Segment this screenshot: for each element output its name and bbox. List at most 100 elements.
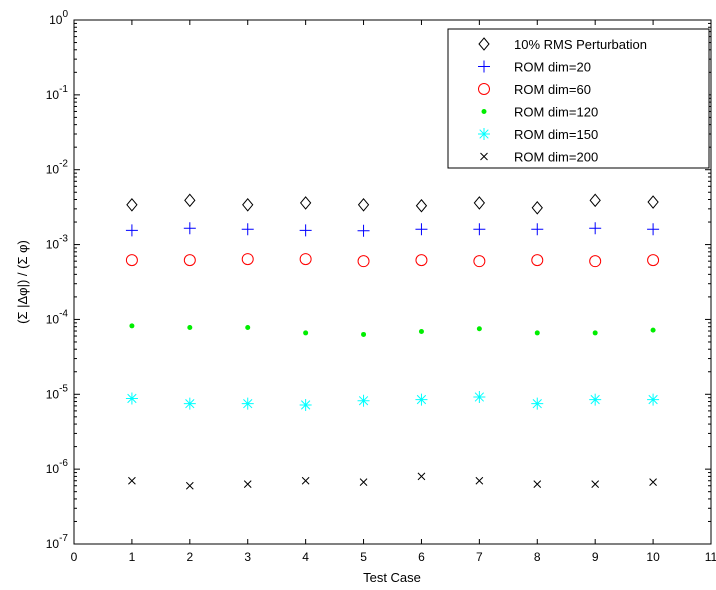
data-point <box>126 198 138 212</box>
legend: 10% RMS Perturbation ROM dim=20 ROM dim=60… <box>447 28 710 169</box>
y-tick-label: 10-7 <box>46 533 69 551</box>
y-tick-label: 10-4 <box>46 308 69 326</box>
x-tick-label: 2 <box>186 550 193 564</box>
data-point <box>242 198 254 212</box>
data-point <box>299 253 312 266</box>
data-point <box>183 222 196 235</box>
data-point <box>533 480 542 489</box>
data-point <box>418 328 424 334</box>
data-point <box>245 325 251 331</box>
legend-marker <box>478 37 490 51</box>
data-point <box>589 255 602 268</box>
legend-marker <box>478 128 490 140</box>
data-point <box>647 254 660 267</box>
x-tick-label: 5 <box>360 550 367 564</box>
data-point <box>589 193 601 208</box>
legend-label: ROM dim=120 <box>514 105 598 120</box>
data-point <box>473 390 486 403</box>
data-point <box>187 325 193 331</box>
data-point <box>361 331 367 337</box>
x-tick-label: 9 <box>592 550 599 564</box>
series-3 <box>129 323 656 337</box>
data-point <box>243 480 252 489</box>
data-point <box>359 478 368 487</box>
data-point <box>592 330 598 336</box>
data-point <box>303 330 309 336</box>
data-point <box>415 223 428 236</box>
legend-box <box>447 28 710 169</box>
x-tick-label: 1 <box>129 550 136 564</box>
data-point <box>531 223 544 236</box>
x-tick-label: 4 <box>302 550 309 564</box>
data-point <box>125 224 138 237</box>
legend-label: ROM dim=200 <box>514 150 598 165</box>
y-tick-label: 10-3 <box>46 234 69 252</box>
data-point <box>591 480 600 489</box>
data-point <box>589 393 602 406</box>
x-tick-label: 0 <box>71 550 78 564</box>
x-tick-label: 8 <box>534 550 541 564</box>
data-point <box>241 253 254 266</box>
data-point <box>415 254 428 267</box>
data-point <box>241 223 254 236</box>
data-point <box>647 393 660 406</box>
series-4 <box>125 390 660 411</box>
data-point <box>183 397 196 410</box>
legend-marker <box>478 83 490 95</box>
legend-label: 10% RMS Perturbation <box>514 37 647 52</box>
y-tick-label: 10-5 <box>46 383 69 401</box>
data-point <box>476 326 482 332</box>
series-0 <box>126 193 659 215</box>
data-point <box>128 476 136 485</box>
data-point <box>649 478 657 487</box>
data-point <box>647 195 659 209</box>
y-tick-label: 10-1 <box>46 84 69 102</box>
data-points <box>125 193 660 490</box>
data-point <box>241 397 254 410</box>
data-point <box>299 196 312 210</box>
legend-label: ROM dim=150 <box>514 127 598 142</box>
data-point <box>647 223 660 236</box>
data-point <box>531 254 544 267</box>
data-point <box>183 254 196 267</box>
y-tick-label: 10-2 <box>46 159 69 177</box>
series-2 <box>125 253 660 268</box>
data-point <box>473 196 486 210</box>
x-axis-title: Test Case <box>363 570 421 585</box>
data-point <box>357 255 370 268</box>
data-point <box>357 198 370 212</box>
y-axis: 100 10-1 10-2 10-3 10-4 10-5 10-6 10-7 <box>46 9 711 551</box>
data-point <box>531 397 544 410</box>
data-point <box>534 330 540 336</box>
x-tick-label: 7 <box>476 550 483 564</box>
legend-marker <box>480 152 488 161</box>
x-tick-label: 3 <box>244 550 251 564</box>
y-tick-label: 10-6 <box>46 458 69 476</box>
data-point <box>357 394 370 407</box>
data-point <box>473 223 486 236</box>
x-tick-label: 10 <box>646 550 660 564</box>
x-axis: 0 1 2 3 4 5 6 7 8 9 10 11 <box>71 20 716 564</box>
x-tick-label: 11 <box>705 550 716 564</box>
data-point <box>417 472 426 481</box>
series-5 <box>128 472 657 490</box>
legend-label: ROM dim=60 <box>514 82 591 97</box>
data-point <box>415 393 428 406</box>
data-point <box>357 224 370 237</box>
data-point <box>650 327 656 333</box>
legend-marker <box>478 60 490 73</box>
y-axis-title: (Σ |Δφ|) / (Σ φ) <box>15 240 30 324</box>
data-point <box>299 398 312 411</box>
legend-label: ROM dim=20 <box>514 60 591 75</box>
data-point <box>185 481 194 490</box>
x-tick-label: 6 <box>418 550 425 564</box>
data-point <box>475 476 484 485</box>
data-point <box>589 222 602 235</box>
data-point <box>125 254 138 267</box>
data-point <box>415 198 428 213</box>
data-point <box>531 201 543 215</box>
data-point <box>184 193 196 208</box>
data-point <box>129 323 135 329</box>
y-tick-label: 100 <box>49 9 68 27</box>
